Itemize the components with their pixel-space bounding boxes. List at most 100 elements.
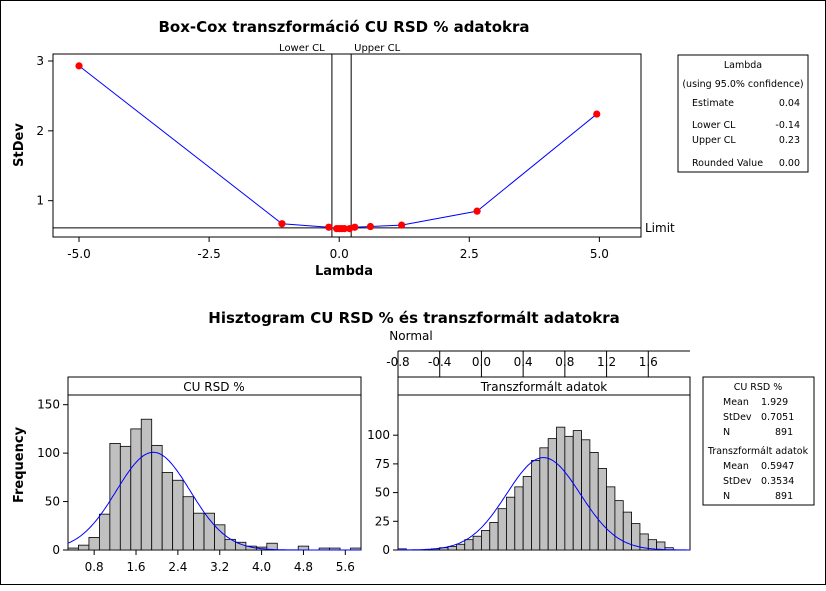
stdev-point	[473, 207, 481, 215]
x-tick-label: 3.2	[210, 560, 229, 574]
histogram-bar	[67, 547, 79, 551]
boxcox-series	[75, 62, 601, 233]
histogram-bar	[539, 447, 549, 551]
y-tick-label: 0	[52, 543, 60, 557]
histogram-bar	[109, 443, 121, 551]
histogram-bar	[481, 530, 491, 551]
histogram-subtitle: Normal	[389, 329, 432, 343]
y-tick-label: 1	[36, 194, 44, 208]
y-tick-label: 100	[37, 446, 60, 460]
stats-box-frame	[702, 376, 815, 506]
y-tick-label: 2	[36, 124, 44, 138]
stdev-point	[398, 221, 406, 229]
boxcox-y-axis: 1 2 3	[36, 54, 53, 208]
stdev-point	[593, 110, 601, 118]
histogram-bar	[214, 524, 226, 551]
legend-estimate-label: Estimate	[692, 98, 734, 109]
hist-right-header	[397, 376, 691, 396]
stats-g2-n-value: 891	[775, 491, 793, 502]
histogram-bar	[455, 543, 466, 551]
stats-g1-stdev-value: 0.7051	[761, 412, 794, 423]
histogram-bar	[78, 544, 90, 551]
lambda-legend: Lambda (using 95.0% confidence) Estimate…	[677, 54, 809, 173]
stdev-point	[325, 223, 333, 231]
legend-rounded-label: Rounded Value	[692, 158, 763, 169]
stats-group1-title: CU RSD %	[734, 382, 783, 393]
histogram-bar	[464, 539, 474, 551]
x-tick-label: 5.6	[336, 560, 355, 574]
hist-left-y-axis: 0 50 100 150	[37, 398, 68, 557]
x-tick-label: 1.6	[126, 560, 145, 574]
histogram-bar	[140, 418, 153, 551]
y-tick-label: 75	[375, 457, 390, 471]
histogram-bar	[564, 435, 574, 551]
x-tick-label: 4.0	[252, 560, 271, 574]
hist-right-y-axis: 0 25 50 75 100	[367, 428, 398, 557]
x-tick-label: 2.5	[460, 247, 479, 261]
x-tick-label: -2.5	[197, 247, 220, 261]
boxcox-x-label: Lambda	[315, 264, 373, 279]
stats-group2-title: Transzformált adatok	[707, 446, 809, 457]
histogram-title: Hisztogram CU RSD % és transzformált ada…	[208, 309, 619, 327]
top-x-tick-label: 0.4	[514, 355, 533, 369]
histogram-bar	[556, 426, 566, 551]
top-x-tick-label: 0.0	[472, 355, 491, 369]
stats-g2-mean-value: 0.5947	[761, 461, 794, 472]
lambda-legend-frame	[677, 54, 809, 173]
histogram-bar	[581, 439, 591, 551]
stdev-point	[366, 222, 375, 231]
normal-fit-curve	[398, 457, 690, 551]
y-tick-label: 3	[36, 54, 44, 68]
histogram-bar	[172, 479, 184, 551]
y-tick-label: 0	[382, 543, 390, 557]
histogram-bar	[193, 512, 205, 551]
hist-right-fit	[398, 457, 690, 551]
histogram-bar	[656, 541, 666, 551]
hist-panel-transformed: Transzformált adatok 0 25 50 75 100 -0.8 -0.4…	[367, 350, 691, 557]
histogram-bar	[182, 496, 194, 551]
histogram-bar	[506, 496, 516, 551]
histogram-bar	[514, 486, 524, 551]
hist-panel-cu-rsd: CU RSD % 0 50 100 150 0.8 1.6 2.4 3.2 4.0 4.8 5.6	[37, 376, 362, 574]
hist-left-bars	[67, 418, 362, 551]
histogram-bar	[614, 500, 624, 551]
histogram-bar	[547, 438, 557, 551]
hist-left-header	[67, 376, 362, 396]
histogram-bar	[531, 460, 541, 551]
top-x-tick-label: -0.4	[428, 355, 451, 369]
lambda-legend-title: Lambda	[724, 60, 762, 71]
histogram-bar	[606, 486, 616, 551]
legend-rounded-value: 0.00	[779, 158, 800, 169]
stats-g1-n-value: 891	[775, 427, 793, 438]
boxcox-plot-frame	[52, 53, 642, 238]
legend-lower-cl-label: Lower CL	[692, 120, 736, 131]
y-tick-label: 100	[367, 428, 390, 442]
hist-left-header-label: CU RSD %	[183, 380, 244, 394]
limit-label: Limit	[645, 221, 675, 235]
stats-g2-mean-label: Mean	[723, 461, 749, 472]
histogram-bar	[522, 476, 532, 551]
histogram-bar	[297, 545, 310, 551]
histogram-bar	[88, 537, 100, 551]
histogram-bar	[151, 444, 163, 551]
histogram-bar	[161, 472, 174, 551]
stats-g1-mean-label: Mean	[723, 397, 749, 408]
legend-upper-cl-label: Upper CL	[692, 135, 736, 146]
x-tick-label: 0.0	[330, 247, 349, 261]
y-tick-label: 25	[375, 514, 390, 528]
stats-box: CU RSD % Mean 1.929 StDev 0.7051 N 891 T…	[702, 376, 815, 506]
hist-right-top-x-axis: -0.8 -0.4 0.0 0.4 0.8 1.2 1.6	[386, 350, 690, 377]
stats-g2-stdev-label: StDev	[723, 476, 752, 487]
hist-left-x-axis: 0.8 1.6 2.4 3.2 4.0 4.8 5.6	[85, 550, 355, 574]
histogram-bar	[489, 522, 499, 551]
x-tick-label: -5.0	[67, 247, 90, 261]
top-x-tick-label: 1.2	[597, 355, 616, 369]
stdev-point	[340, 225, 348, 233]
stdev-point	[75, 62, 83, 70]
y-tick-label: 50	[375, 486, 390, 500]
histogram-bar	[472, 535, 482, 551]
lower-cl-label: Lower CL	[279, 43, 325, 54]
x-tick-label: 0.8	[85, 560, 104, 574]
histogram-bar	[266, 542, 278, 551]
